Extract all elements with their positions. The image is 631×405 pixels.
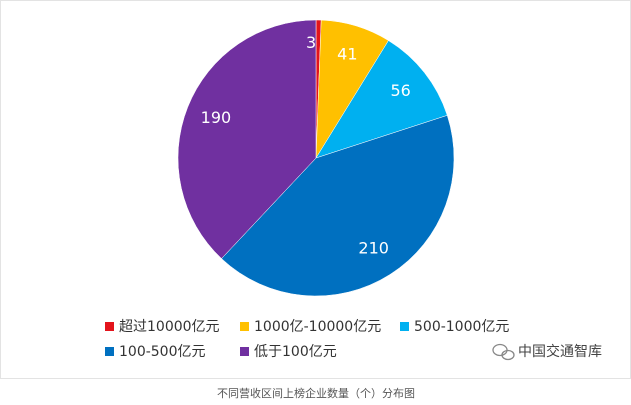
watermark-icon bbox=[492, 343, 515, 361]
legend-label: 超过10000亿元 bbox=[119, 319, 220, 335]
legend-label: 500-1000亿元 bbox=[414, 319, 509, 335]
watermark: 中国交通智库 bbox=[518, 343, 602, 360]
legend-swatch bbox=[240, 322, 249, 331]
pie-slice bbox=[177, 19, 317, 259]
legend-label: 低于100亿元 bbox=[254, 344, 337, 360]
legend-swatch bbox=[105, 347, 114, 356]
legend-swatch bbox=[105, 322, 114, 331]
data-label: 210 bbox=[358, 238, 389, 257]
pie-slice bbox=[315, 40, 448, 159]
data-label: 56 bbox=[390, 81, 410, 100]
legend-label: 100-500亿元 bbox=[119, 344, 206, 360]
data-label: 41 bbox=[337, 45, 357, 64]
pie-slice bbox=[221, 115, 455, 297]
legend-swatch bbox=[240, 347, 249, 356]
data-label: 3 bbox=[306, 33, 316, 52]
legend-label: 1000亿-10000亿元 bbox=[254, 319, 381, 335]
data-label: 190 bbox=[201, 108, 232, 127]
legend-swatch bbox=[400, 322, 409, 331]
chart-caption: 不同营收区间上榜企业数量（个）分布图 bbox=[217, 386, 415, 400]
